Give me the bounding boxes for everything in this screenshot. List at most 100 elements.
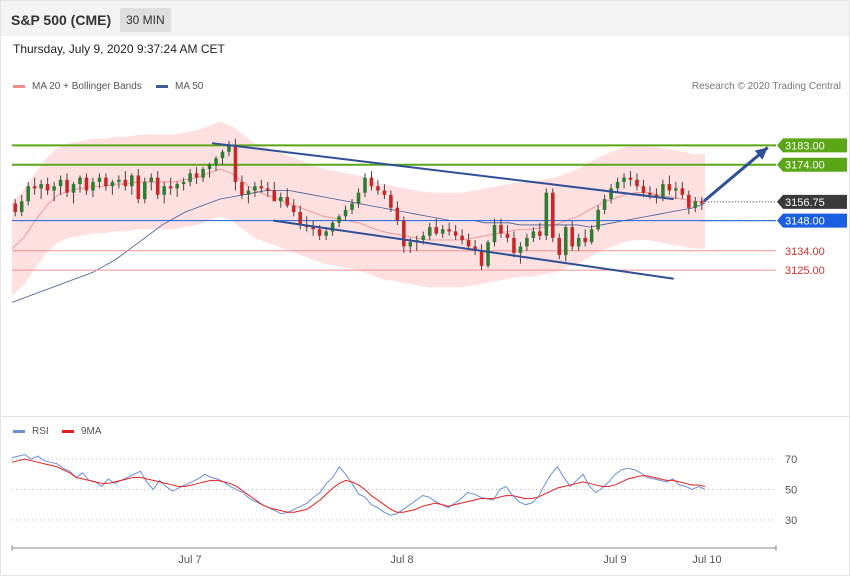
candles xyxy=(13,138,704,271)
candle-up xyxy=(324,231,328,236)
candle-up xyxy=(609,188,613,200)
candle-up xyxy=(162,186,166,195)
candle-up xyxy=(427,227,432,236)
level-tag-3183.00 xyxy=(777,138,847,153)
candle-up xyxy=(71,184,76,193)
channel-lower-line xyxy=(273,219,674,280)
bollinger-label: MA 20 + Bollinger Bands xyxy=(32,81,142,92)
candle-down xyxy=(259,186,264,189)
candle-down xyxy=(65,179,69,193)
legend-bollinger: MA 20 + Bollinger Bands xyxy=(13,81,142,92)
ma50-label: MA 50 xyxy=(175,81,204,92)
candle-up xyxy=(26,186,30,202)
rsi-swatch xyxy=(13,430,25,433)
candle-down xyxy=(628,177,633,180)
candle-up xyxy=(39,184,43,189)
candle-down xyxy=(499,224,503,234)
candle-down xyxy=(136,175,141,200)
candle-up xyxy=(149,177,154,182)
candle-up xyxy=(350,203,354,210)
candle-up xyxy=(518,246,523,253)
pane-separator xyxy=(1,416,849,417)
candle-down xyxy=(369,177,374,187)
candle-up xyxy=(142,181,147,200)
level-label-3183.00: 3183.00 xyxy=(785,140,825,152)
instrument-title: S&P 500 (CME) xyxy=(11,12,112,28)
candle-up xyxy=(130,175,134,187)
candle-up xyxy=(227,145,231,152)
level-label-3156.75: 3156.75 xyxy=(785,197,825,209)
candle-up xyxy=(220,151,225,159)
candle-up xyxy=(175,184,179,189)
candle-up xyxy=(278,196,283,202)
candle-up xyxy=(52,186,56,191)
candle-up xyxy=(330,222,335,232)
candle-down xyxy=(104,177,108,187)
rsi-ma-label: 9MA xyxy=(81,426,102,437)
timestamp: Thursday, July 9, 2020 9:37:24 AM CET xyxy=(13,42,225,56)
candle-down xyxy=(473,246,477,251)
candle-down xyxy=(194,173,199,178)
candle-down xyxy=(447,229,451,232)
candle-up xyxy=(440,229,445,234)
candle-down xyxy=(291,205,296,213)
candle-down xyxy=(583,237,587,243)
channel-upper-line xyxy=(211,142,674,201)
candle-down xyxy=(699,201,704,204)
candle-up xyxy=(408,242,413,247)
candle-down xyxy=(155,177,160,195)
candle-up xyxy=(214,158,218,165)
level-label-3148.00: 3148.00 xyxy=(785,216,825,228)
candle-down xyxy=(648,192,652,195)
legend-rsi: RSI xyxy=(13,426,49,437)
bollinger-swatch xyxy=(13,85,25,88)
level-tag-3156.75 xyxy=(777,194,847,209)
candle-down xyxy=(434,227,439,234)
candle-down xyxy=(123,179,128,187)
candle-up xyxy=(421,235,426,241)
candle-up xyxy=(97,177,102,182)
rsi-series-rsi xyxy=(11,454,706,516)
legend-ma50: MA 50 xyxy=(156,81,203,92)
rsi-tick-30: 30 xyxy=(785,515,797,527)
candle-up xyxy=(78,177,82,185)
candle-up xyxy=(91,181,95,191)
candle-down xyxy=(687,194,691,208)
candle-up xyxy=(622,177,626,182)
level-tag-3174.00 xyxy=(777,157,847,172)
level-label-3134.00: 3134.00 xyxy=(785,246,825,258)
candle-down xyxy=(570,227,575,247)
candle-up xyxy=(492,224,497,243)
candle-up xyxy=(356,192,361,204)
forecast-arrow-head xyxy=(754,147,768,160)
candle-up xyxy=(674,188,678,191)
candle-down xyxy=(84,177,89,191)
trend-channel xyxy=(211,142,769,280)
candle-down xyxy=(240,181,244,195)
candle-down xyxy=(32,186,37,189)
candle-up xyxy=(253,186,257,191)
candle-down xyxy=(382,190,387,195)
candle-up xyxy=(343,209,348,217)
rsi-pane: 70 50 30 xyxy=(11,454,797,527)
candle-up xyxy=(207,164,212,170)
candle-down xyxy=(45,184,50,191)
candle-up xyxy=(693,201,698,208)
candle-down xyxy=(317,229,322,236)
candle-up xyxy=(188,173,192,182)
candle-down xyxy=(538,231,542,236)
price-levels: 3183.00 3174.00 3156.75 3148.00 3134.00 3125.… xyxy=(12,138,847,277)
x-tick-label: Jul 9 xyxy=(603,554,626,566)
candle-up xyxy=(337,216,341,223)
timeframe-badge[interactable]: 30 MIN xyxy=(120,8,171,32)
candle-down xyxy=(654,194,659,197)
candle-down xyxy=(551,192,555,238)
candle-up xyxy=(563,227,568,256)
candle-down xyxy=(402,220,406,247)
candle-down xyxy=(453,231,458,236)
candle-up xyxy=(661,184,665,197)
candle-down xyxy=(479,250,484,266)
candle-down xyxy=(680,188,685,195)
candle-up xyxy=(589,229,594,243)
